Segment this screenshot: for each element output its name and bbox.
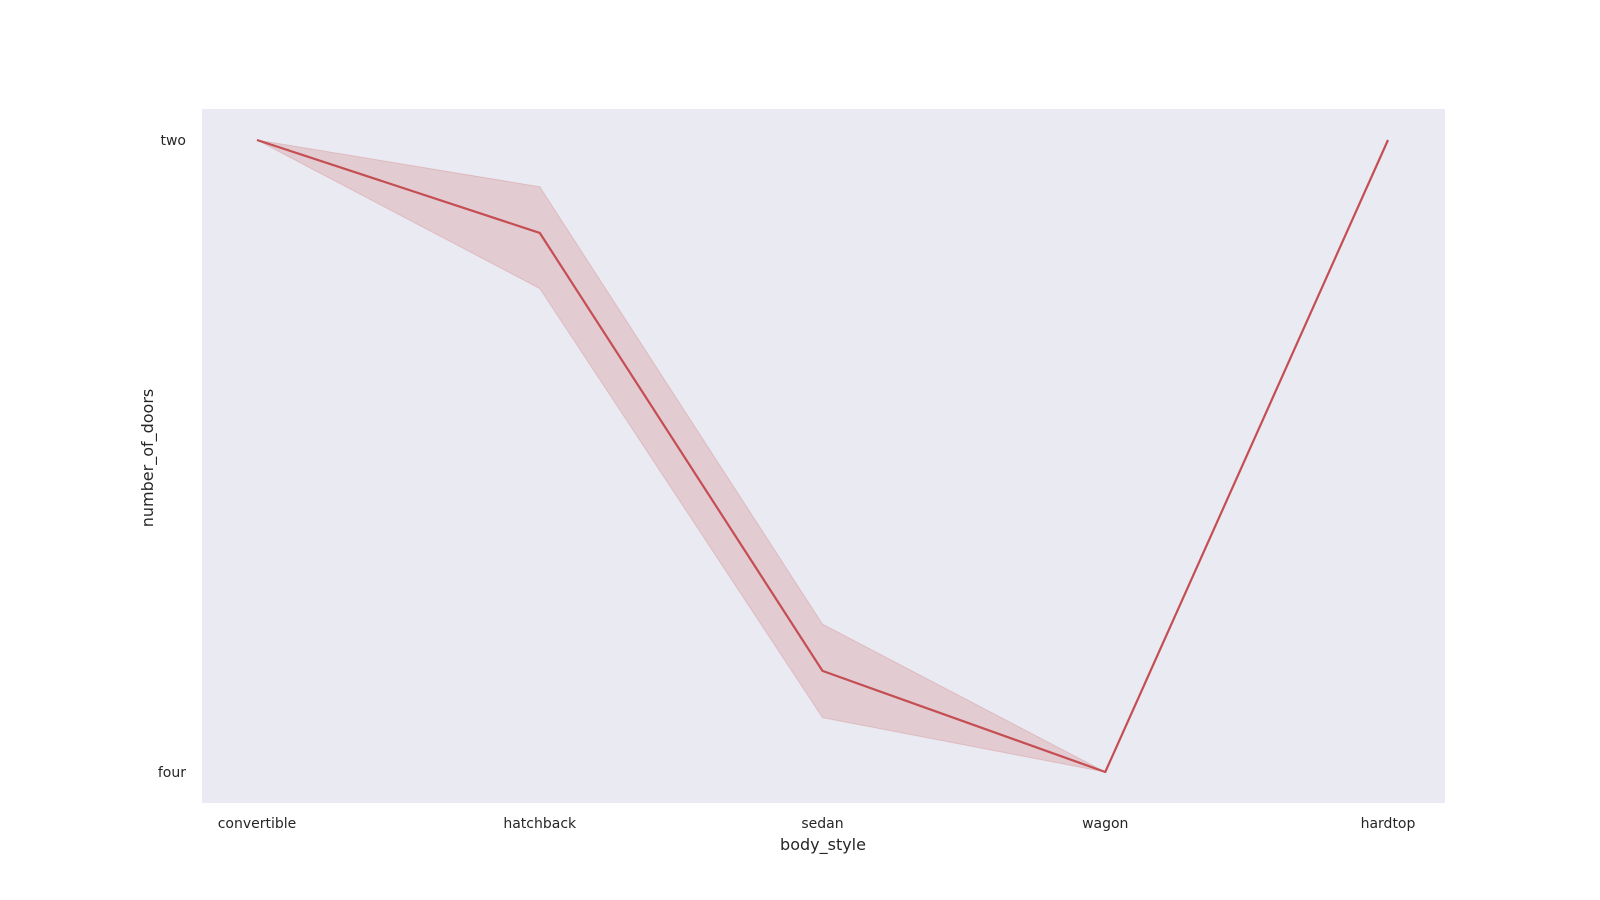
series-line <box>256 138 1390 774</box>
y-axis-title: number_of_doors <box>138 389 158 528</box>
x-tick-label: sedan <box>801 816 843 832</box>
x-tick-label: convertible <box>218 816 297 832</box>
x-tick-label: hatchback <box>503 816 577 832</box>
x-axis-title: body_style <box>780 835 866 855</box>
x-tick-label: wagon <box>1082 816 1128 832</box>
y-tick-label: four <box>158 765 186 781</box>
plot-area <box>202 109 1445 803</box>
x-tick-label: hardtop <box>1361 816 1416 832</box>
y-tick-label: two <box>160 133 186 149</box>
